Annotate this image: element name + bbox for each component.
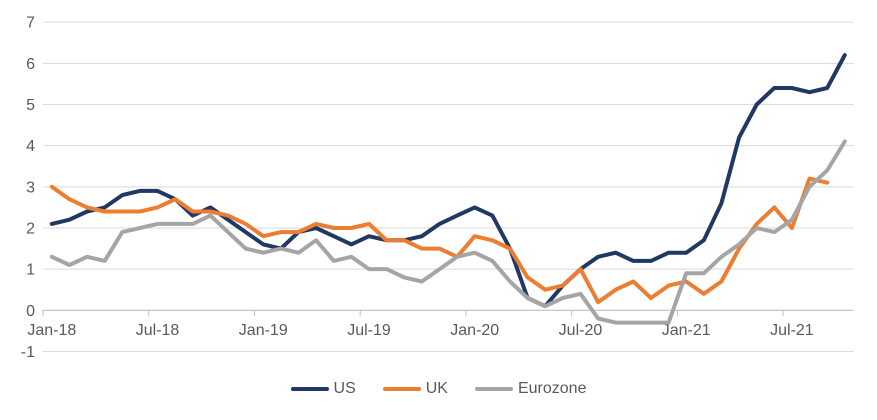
x-tick-label: Jul-21 xyxy=(770,322,814,339)
series-line-uk xyxy=(49,176,830,305)
y-tick-label: 0 xyxy=(26,303,35,320)
legend-label: UK xyxy=(425,380,448,397)
y-tick-label: 1 xyxy=(26,262,35,279)
legend-swatch-uk xyxy=(382,387,421,391)
legend-swatch-eurozone xyxy=(474,387,513,391)
x-tick-label: Jan-19 xyxy=(239,322,288,339)
series-line-eurozone xyxy=(49,139,847,325)
legend-label: Eurozone xyxy=(517,380,587,397)
y-tick-label: 3 xyxy=(26,179,35,196)
y-tick-label: 4 xyxy=(26,138,35,155)
legend-item-us: US xyxy=(290,380,356,397)
chart-legend: US UK Eurozone xyxy=(0,381,877,397)
series-line-us xyxy=(49,53,847,309)
y-tick-label: 5 xyxy=(26,97,35,114)
x-tick-label: Jul-20 xyxy=(559,322,603,339)
legend-item-eurozone: Eurozone xyxy=(474,380,587,397)
y-tick-label: 7 xyxy=(26,15,35,32)
y-tick-label: -1 xyxy=(21,344,35,361)
x-tick-label: Jan-18 xyxy=(27,322,76,339)
x-tick-label: Jul-19 xyxy=(347,322,391,339)
y-tick-label: 6 xyxy=(26,56,35,73)
x-tick-label: Jan-20 xyxy=(450,322,499,339)
x-tick-label: Jul-18 xyxy=(136,322,180,339)
legend-swatch-us xyxy=(290,387,329,391)
legend-label: US xyxy=(333,380,356,397)
legend-item-uk: UK xyxy=(382,380,448,397)
x-tick-label: Jan-21 xyxy=(662,322,711,339)
y-tick-label: 2 xyxy=(26,220,35,237)
